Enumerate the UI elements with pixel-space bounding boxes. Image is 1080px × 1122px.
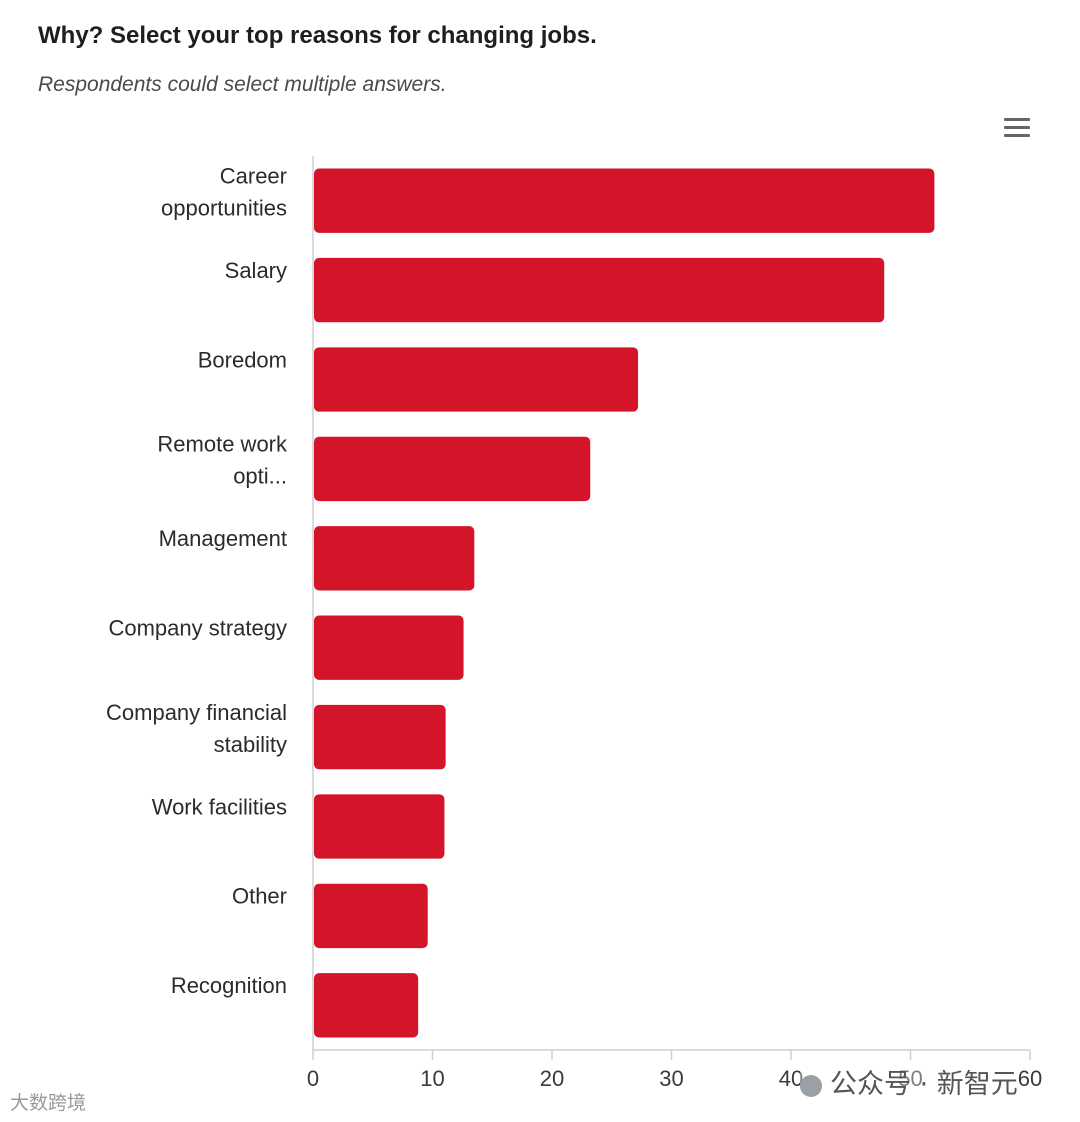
bar-7[interactable] bbox=[314, 794, 445, 859]
chart-subtitle: Respondents could select multiple answer… bbox=[38, 73, 447, 96]
category-label-0: Career opportunities bbox=[161, 164, 287, 221]
x-tick-label-5: 50 bbox=[898, 1066, 922, 1091]
category-label-2: Boredom bbox=[198, 347, 287, 372]
x-tick-label-0: 0 bbox=[307, 1066, 319, 1091]
x-tick-label-6: 60 bbox=[1018, 1066, 1042, 1091]
watermark-left: 大数跨境 bbox=[10, 1092, 87, 1114]
watermark-right-text: 公众号 · 新智元 bbox=[830, 1069, 1018, 1100]
x-tick-label-1: 10 bbox=[420, 1066, 444, 1091]
category-label-3: Remote work opti... bbox=[157, 432, 288, 489]
category-label-7: Work facilities bbox=[152, 794, 287, 819]
bar-8[interactable] bbox=[314, 883, 428, 949]
watermark-right: 公众号 · 新智元 bbox=[800, 1062, 1018, 1101]
bar-9[interactable] bbox=[314, 973, 419, 1038]
category-label-8: Other bbox=[232, 884, 287, 909]
category-label-9: Recognition bbox=[171, 973, 287, 998]
x-tick-label-2: 20 bbox=[540, 1066, 564, 1091]
wechat-icon bbox=[800, 1074, 822, 1097]
bar-3[interactable] bbox=[314, 436, 591, 502]
x-tick-label-3: 30 bbox=[659, 1066, 683, 1091]
bar-2[interactable] bbox=[314, 347, 639, 412]
bar-5[interactable] bbox=[314, 615, 464, 680]
bar-0[interactable] bbox=[314, 168, 935, 233]
x-tick-label-4: 40 bbox=[779, 1066, 803, 1091]
category-label-6: Company financial stability bbox=[106, 700, 287, 757]
category-label-5: Company strategy bbox=[108, 616, 287, 641]
category-label-1: Salary bbox=[225, 258, 287, 283]
bar-6[interactable] bbox=[314, 704, 446, 770]
hamburger-menu-icon[interactable] bbox=[996, 110, 1036, 144]
bar-4[interactable] bbox=[314, 526, 475, 591]
chart-title: Why? Select your top reasons for changin… bbox=[38, 22, 597, 49]
bar-1[interactable] bbox=[314, 257, 885, 323]
category-label-4: Management bbox=[159, 526, 287, 551]
